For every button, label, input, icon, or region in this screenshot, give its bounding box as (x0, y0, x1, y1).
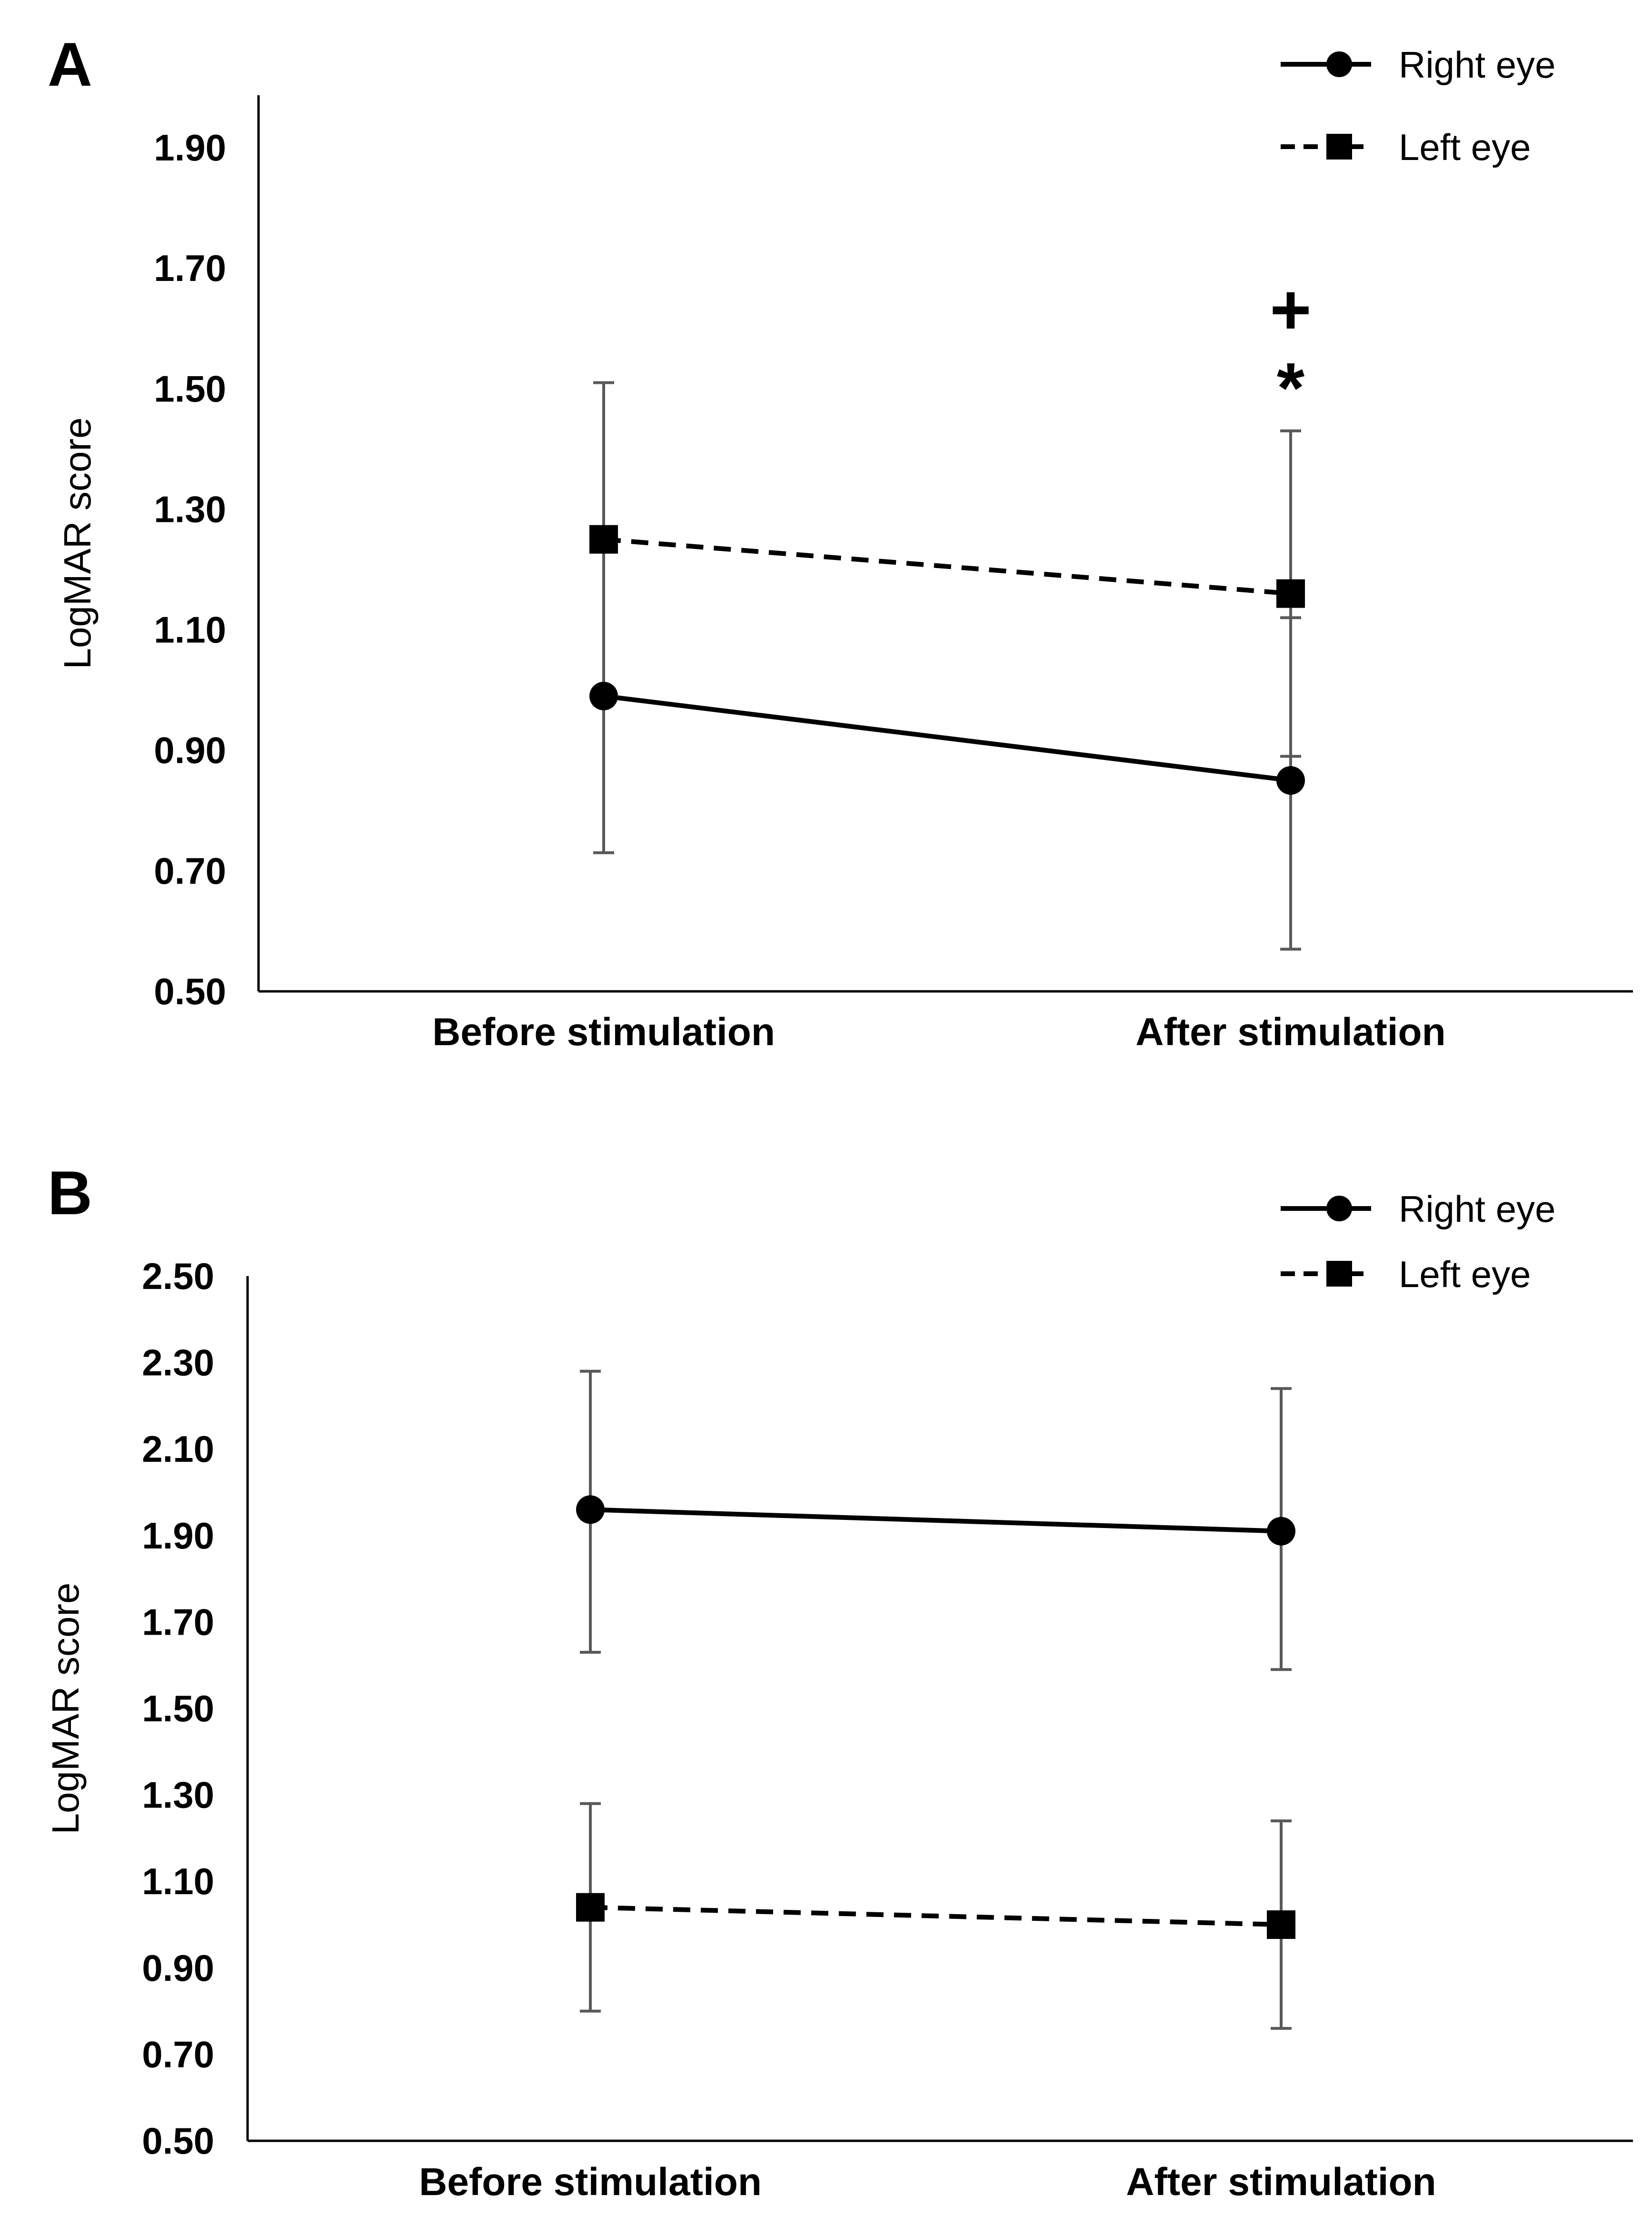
y-tick-label: 2.30 (142, 1342, 214, 1384)
legend-right-eye-label: Right eye (1399, 1188, 1556, 1230)
legend-left-eye-label: Left eye (1399, 1253, 1531, 1295)
y-tick-label: 1.10 (142, 1860, 214, 1902)
y-axis-title: LogMAR score (44, 1582, 87, 1834)
legend-right-eye-label: Right eye (1399, 44, 1556, 86)
y-tick-label: 1.70 (142, 1601, 214, 1643)
legend-left-eye-marker (1326, 134, 1352, 160)
left-eye-marker (576, 1893, 605, 1922)
y-tick-label: 0.90 (142, 1947, 214, 1989)
y-tick-label: 1.30 (154, 488, 226, 530)
x-category-label: Before stimulation (419, 2160, 762, 2204)
legend-left-eye-label: Left eye (1399, 126, 1531, 168)
panel-letter: A (48, 30, 92, 99)
y-tick-label: 1.10 (154, 609, 226, 651)
y-tick-label: 0.70 (154, 850, 226, 892)
left-eye-marker (1267, 1910, 1295, 1939)
y-tick-label: 2.50 (142, 1255, 214, 1297)
y-tick-label: 1.50 (154, 368, 226, 409)
right-eye-marker (589, 681, 618, 710)
y-tick-label: 2.10 (142, 1428, 214, 1470)
panel-a-chart: A 0.50 0.70 0.90 1.10 1.30 1.50 1.70 1.90 Before … (48, 30, 1633, 1054)
right-eye-marker (576, 1495, 605, 1524)
left-eye-series-line (590, 1905, 1282, 1927)
y-tick-label: 0.50 (154, 970, 226, 1012)
left-eye-marker (589, 525, 618, 554)
y-tick-label: 0.70 (142, 2033, 214, 2075)
right-eye-series-line (603, 693, 1291, 783)
x-category-label: After stimulation (1126, 2160, 1436, 2204)
y-tick-label: 1.90 (142, 1515, 214, 1557)
legend-right-eye-marker (1326, 1196, 1352, 1221)
y-tick-label: 1.90 (154, 127, 226, 169)
y-tick-label: 1.30 (142, 1774, 214, 1816)
right-eye-marker (1267, 1517, 1295, 1546)
panel-b-chart: B 0.50 0.70 0.90 1.10 1.30 1.50 1.70 1.90 2.10 2.3… (44, 1158, 1633, 2204)
significance-annotation: + (1270, 270, 1312, 350)
left-eye-series-line (603, 537, 1291, 596)
legend-left-eye-marker (1326, 1261, 1352, 1287)
y-tick-label: 0.50 (142, 2120, 214, 2162)
legend-right-eye-marker (1326, 51, 1352, 77)
y-tick-label: 1.50 (142, 1688, 214, 1729)
left-eye-marker (1276, 579, 1305, 608)
x-category-label: After stimulation (1135, 1010, 1445, 1054)
panel-letter: B (48, 1158, 92, 1228)
significance-annotation: * (1277, 348, 1305, 428)
y-tick-label: 0.90 (154, 729, 226, 771)
y-tick-label: 1.70 (154, 247, 226, 289)
right-eye-series-line (590, 1507, 1282, 1534)
y-axis-title: LogMAR score (56, 417, 99, 669)
x-category-label: Before stimulation (432, 1010, 775, 1054)
right-eye-marker (1276, 766, 1305, 795)
